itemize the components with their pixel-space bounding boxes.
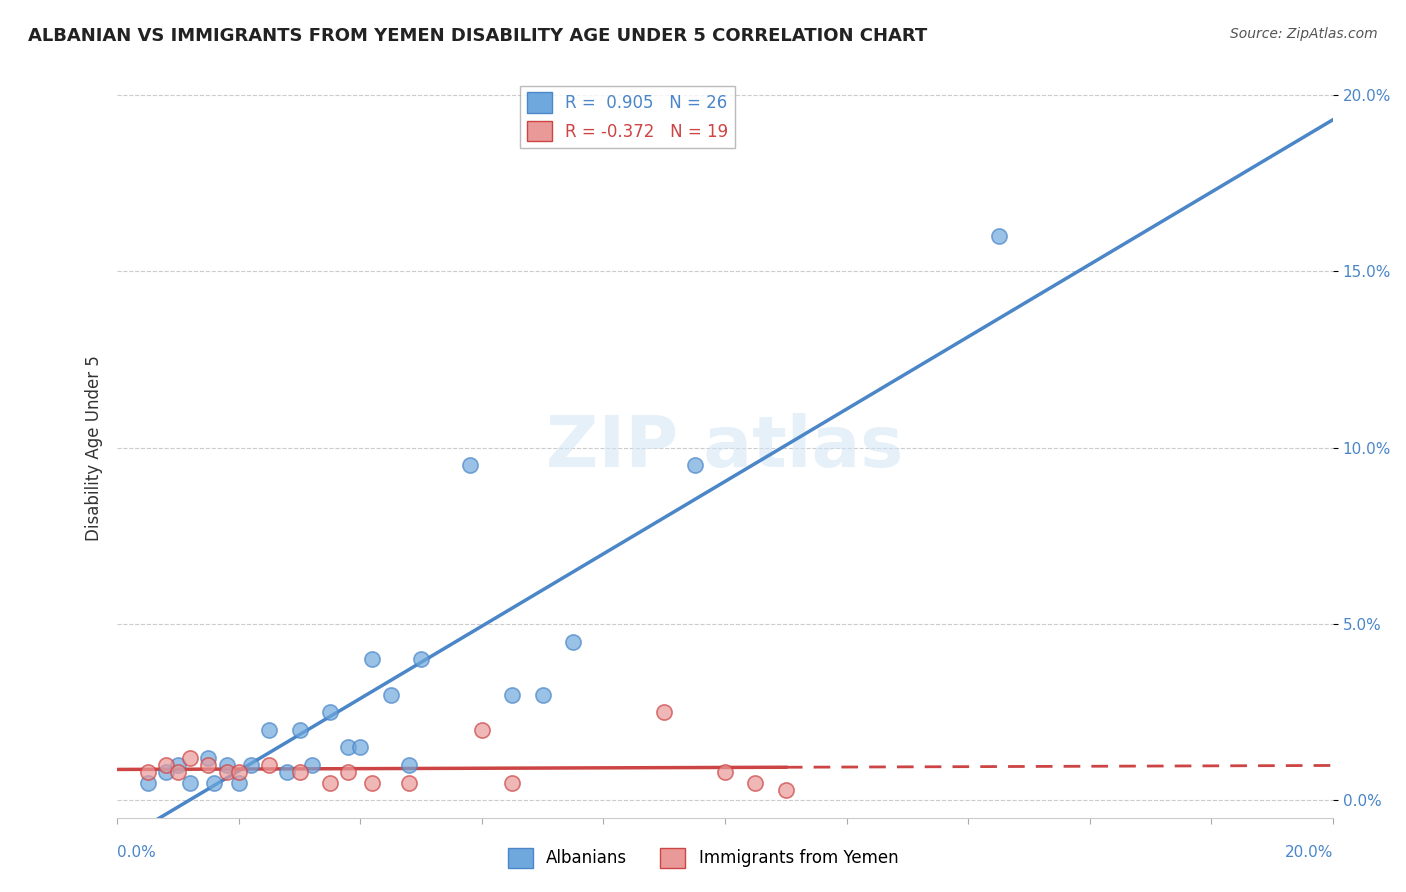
Point	[276, 765, 298, 780]
Point	[228, 775, 250, 789]
Text: Source: ZipAtlas.com: Source: ZipAtlas.com	[1230, 27, 1378, 41]
Point	[288, 765, 311, 780]
Point	[361, 775, 384, 789]
Point	[398, 758, 420, 772]
Point	[197, 751, 219, 765]
Point	[349, 740, 371, 755]
Legend: R =  0.905   N = 26, R = -0.372   N = 19: R = 0.905 N = 26, R = -0.372 N = 19	[520, 86, 735, 148]
Point	[531, 688, 554, 702]
Point	[683, 458, 706, 473]
Point	[471, 723, 494, 737]
Point	[228, 765, 250, 780]
Y-axis label: Disability Age Under 5: Disability Age Under 5	[86, 355, 103, 541]
Point	[215, 765, 238, 780]
Text: 20.0%: 20.0%	[1285, 845, 1333, 860]
Point	[714, 765, 737, 780]
Point	[987, 229, 1010, 244]
Point	[155, 765, 177, 780]
Point	[361, 652, 384, 666]
Point	[204, 775, 226, 789]
Point	[179, 751, 201, 765]
Point	[380, 688, 402, 702]
Point	[319, 775, 342, 789]
Point	[398, 775, 420, 789]
Point	[136, 775, 159, 789]
Point	[562, 634, 585, 648]
Point	[239, 758, 262, 772]
Point	[167, 758, 190, 772]
Point	[301, 758, 323, 772]
Point	[652, 705, 675, 719]
Point	[197, 758, 219, 772]
Point	[775, 782, 797, 797]
Point	[744, 775, 766, 789]
Point	[319, 705, 342, 719]
Point	[257, 758, 280, 772]
Point	[337, 765, 360, 780]
Text: 0.0%: 0.0%	[117, 845, 156, 860]
Point	[215, 758, 238, 772]
Point	[155, 758, 177, 772]
Point	[458, 458, 481, 473]
Point	[501, 775, 523, 789]
Text: ALBANIAN VS IMMIGRANTS FROM YEMEN DISABILITY AGE UNDER 5 CORRELATION CHART: ALBANIAN VS IMMIGRANTS FROM YEMEN DISABI…	[28, 27, 928, 45]
Text: ZIP atlas: ZIP atlas	[547, 413, 904, 483]
Legend: Albanians, Immigrants from Yemen: Albanians, Immigrants from Yemen	[501, 841, 905, 875]
Point	[136, 765, 159, 780]
Point	[179, 775, 201, 789]
Point	[288, 723, 311, 737]
Point	[501, 688, 523, 702]
Point	[337, 740, 360, 755]
Point	[411, 652, 433, 666]
Point	[167, 765, 190, 780]
Point	[257, 723, 280, 737]
